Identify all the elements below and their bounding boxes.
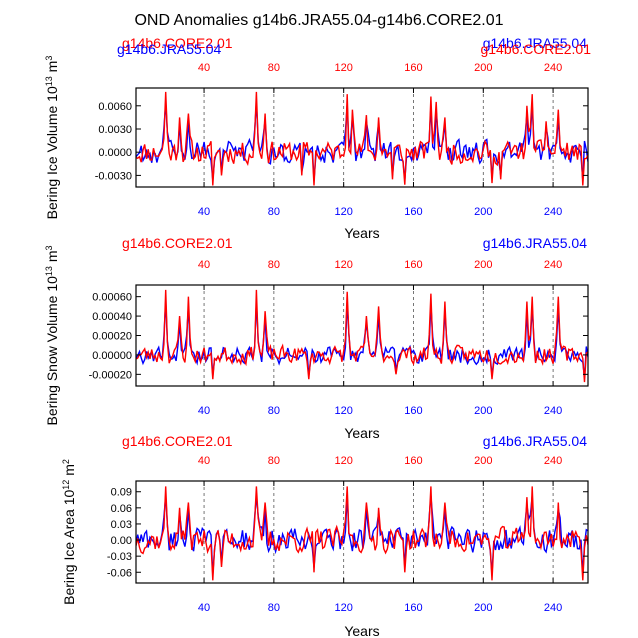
x-tick-label-bottom: 80 — [268, 206, 280, 218]
y-axis-label: Bering Ice Volume 1013 m3 — [44, 56, 60, 220]
plot-frame — [135, 87, 589, 188]
x-tick-label-top: 120 — [334, 259, 352, 271]
y-tick-label: 0.06 — [111, 503, 132, 515]
series-label-left: g14b6.CORE2.01 — [122, 235, 233, 251]
x-tick-label-bottom: 120 — [334, 602, 352, 614]
y-tick-label: -0.0030 — [95, 170, 132, 182]
x-axis-label: Years — [344, 225, 379, 241]
y-tick-label: 0.00040 — [92, 311, 132, 323]
core-series-line — [136, 289, 588, 383]
x-tick-label-bottom: 80 — [268, 602, 280, 614]
y-tick-label: 0.03 — [111, 519, 132, 531]
y-axis-label: Bering Ice Area 1012 m2 — [61, 459, 77, 605]
x-tick-label-bottom: 240 — [544, 405, 562, 417]
x-tick-label-bottom: 200 — [474, 405, 492, 417]
x-tick-label-bottom: 40 — [198, 405, 210, 417]
x-tick-label-bottom: 120 — [334, 405, 352, 417]
x-tick-label-bottom: 160 — [404, 602, 422, 614]
x-tick-label-bottom: 240 — [544, 602, 562, 614]
y-tick-label: 0.00020 — [92, 331, 132, 343]
y-tick-label: 0.00 — [111, 535, 132, 547]
core-series-line — [136, 486, 588, 581]
y-axis-label: Bering Snow Volume 1013 m3 — [44, 245, 60, 425]
y-tick-label: 0.09 — [111, 487, 132, 499]
x-tick-label-top: 160 — [404, 259, 422, 271]
x-tick-label-bottom: 160 — [404, 206, 422, 218]
panel-3: -0.06 -0.03 0.00 0.03 0.06 0.09 40 80 120 160 200 2… — [61, 433, 589, 638]
plot-frame — [135, 480, 589, 584]
panel-2: -0.00020 0.00000 0.00020 0.00040 0.00060 40 80… — [44, 235, 589, 441]
x-tick-label-top: 240 — [544, 259, 562, 271]
x-tick-label-top: 160 — [404, 62, 422, 74]
series-label-right: g14b6.CORE2.01 — [480, 41, 591, 57]
x-tick-label-top: 80 — [268, 259, 280, 271]
x-tick-label-top: 40 — [198, 455, 210, 467]
series-label-left: g14b6.JRA55.04 — [117, 41, 222, 57]
x-tick-label-top: 40 — [198, 259, 210, 271]
x-tick-label-bottom: 80 — [268, 405, 280, 417]
x-tick-label-bottom: 160 — [404, 405, 422, 417]
figure-title: OND Anomalies g14b6.JRA55.04-g14b6.CORE2… — [134, 12, 503, 29]
x-tick-label-bottom: 120 — [334, 206, 352, 218]
x-axis-label: Years — [344, 425, 379, 441]
x-tick-label-top: 40 — [198, 62, 210, 74]
x-tick-label-top: 120 — [334, 455, 352, 467]
x-tick-label-top: 240 — [544, 455, 562, 467]
panel-1: -0.0030 0.0000 0.0030 0.0060 40 80 120 160 200 24… — [44, 35, 591, 241]
x-axis-label: Years — [344, 623, 379, 638]
x-tick-label-top: 200 — [474, 62, 492, 74]
x-tick-label-top: 80 — [268, 455, 280, 467]
y-tick-label: 0.0030 — [98, 124, 132, 136]
y-tick-label: 0.0000 — [98, 147, 132, 159]
y-tick-label: -0.00020 — [89, 369, 132, 381]
x-tick-label-bottom: 40 — [198, 206, 210, 218]
x-tick-label-top: 120 — [334, 62, 352, 74]
x-tick-label-bottom: 40 — [198, 602, 210, 614]
x-tick-label-top: 240 — [544, 62, 562, 74]
x-tick-label-top: 200 — [474, 259, 492, 271]
series-label-left: g14b6.CORE2.01 — [122, 35, 233, 51]
y-tick-label: 0.00060 — [92, 292, 132, 304]
x-tick-label-top: 160 — [404, 455, 422, 467]
x-tick-label-bottom: 200 — [474, 206, 492, 218]
core-series-line — [136, 91, 588, 186]
y-tick-label: -0.03 — [107, 551, 132, 563]
x-tick-label-top: 80 — [268, 62, 280, 74]
series-label-right: g14b6.JRA55.04 — [483, 235, 588, 251]
y-tick-label: 0.0060 — [98, 101, 132, 113]
y-tick-label: -0.06 — [107, 567, 132, 579]
x-tick-label-top: 200 — [474, 455, 492, 467]
series-label-right: g14b6.JRA55.04 — [483, 433, 588, 449]
x-tick-label-bottom: 240 — [544, 206, 562, 218]
y-tick-label: 0.00000 — [92, 350, 132, 362]
series-label-right: g14b6.JRA55.04 — [483, 35, 588, 51]
x-tick-label-bottom: 200 — [474, 602, 492, 614]
series-label-left: g14b6.CORE2.01 — [122, 433, 233, 449]
jra-series-line — [136, 495, 588, 575]
